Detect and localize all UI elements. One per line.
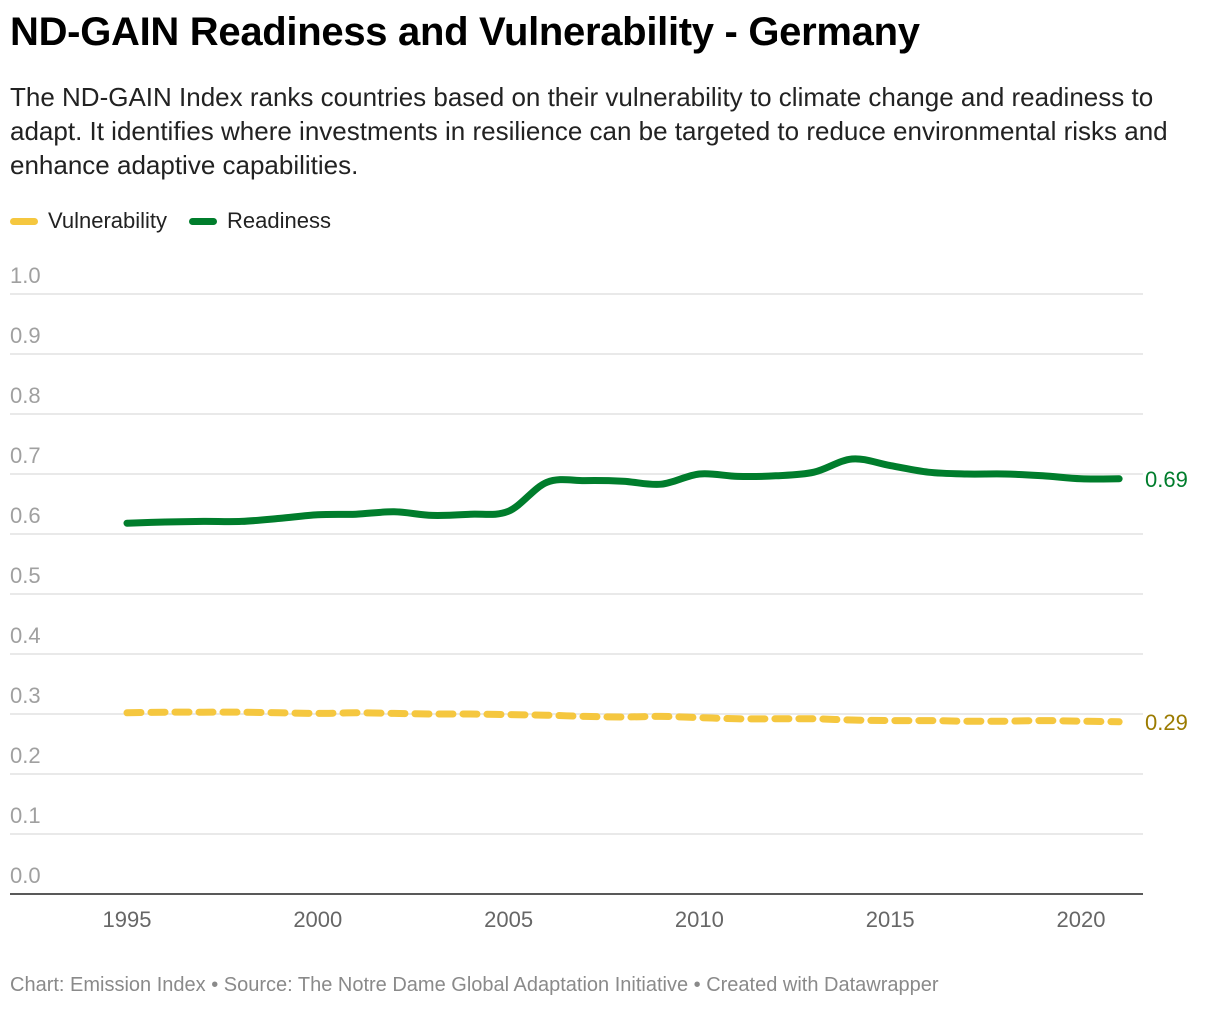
x-tick-label: 2010 — [675, 907, 724, 932]
legend: Vulnerability Readiness — [10, 208, 331, 234]
end-label-vulnerability: 0.29 — [1145, 710, 1188, 735]
series-line-readiness — [123, 455, 1123, 527]
y-tick-label: 0.9 — [10, 323, 41, 348]
legend-item-vulnerability: Vulnerability — [10, 208, 167, 234]
y-tick-label: 0.7 — [10, 443, 41, 468]
legend-swatch-vulnerability — [10, 217, 38, 225]
x-tick-label: 1995 — [103, 907, 152, 932]
legend-label: Readiness — [227, 208, 331, 233]
x-tick-label: 2020 — [1057, 907, 1106, 932]
x-tick-label: 2005 — [484, 907, 533, 932]
y-tick-label: 1.0 — [10, 263, 41, 288]
chart-title: ND-GAIN Readiness and Vulnerability - Ge… — [10, 10, 920, 54]
chart-footer: Chart: Emission Index • Source: The Notr… — [10, 974, 939, 996]
y-tick-label: 0.4 — [10, 623, 41, 648]
series-line-vulnerability — [123, 708, 1123, 726]
chart-subtitle: The ND-GAIN Index ranks countries based … — [10, 82, 1168, 180]
x-tick-label: 2015 — [866, 907, 915, 932]
legend-item-readiness: Readiness — [189, 208, 331, 234]
y-tick-label: 0.3 — [10, 683, 41, 708]
y-tick-label: 0.2 — [10, 743, 41, 768]
y-tick-label: 0.8 — [10, 383, 41, 408]
end-label-readiness: 0.69 — [1145, 467, 1188, 492]
y-tick-label: 0.0 — [10, 863, 41, 888]
x-tick-label: 2000 — [293, 907, 342, 932]
y-tick-label: 0.6 — [10, 503, 41, 528]
line-chart: 0.0 0.1 0.2 0.3 0.4 0.5 0.6 0.7 0.8 0.9 1.0 1995 200… — [10, 263, 1188, 932]
y-tick-label: 0.5 — [10, 563, 41, 588]
y-tick-label: 0.1 — [10, 803, 41, 828]
legend-label: Vulnerability — [48, 208, 168, 233]
legend-swatch-readiness — [189, 217, 218, 225]
